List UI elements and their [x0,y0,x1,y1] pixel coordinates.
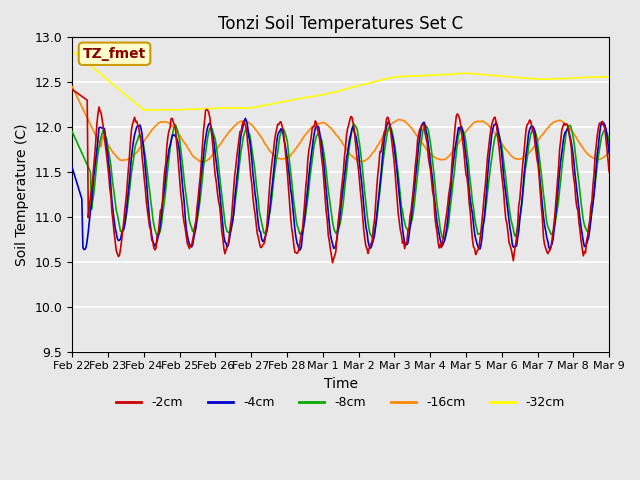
X-axis label: Time: Time [324,377,358,391]
Title: Tonzi Soil Temperatures Set C: Tonzi Soil Temperatures Set C [218,15,463,33]
Text: TZ_fmet: TZ_fmet [83,47,146,61]
Y-axis label: Soil Temperature (C): Soil Temperature (C) [15,123,29,266]
Legend: -2cm, -4cm, -8cm, -16cm, -32cm: -2cm, -4cm, -8cm, -16cm, -32cm [111,391,570,414]
